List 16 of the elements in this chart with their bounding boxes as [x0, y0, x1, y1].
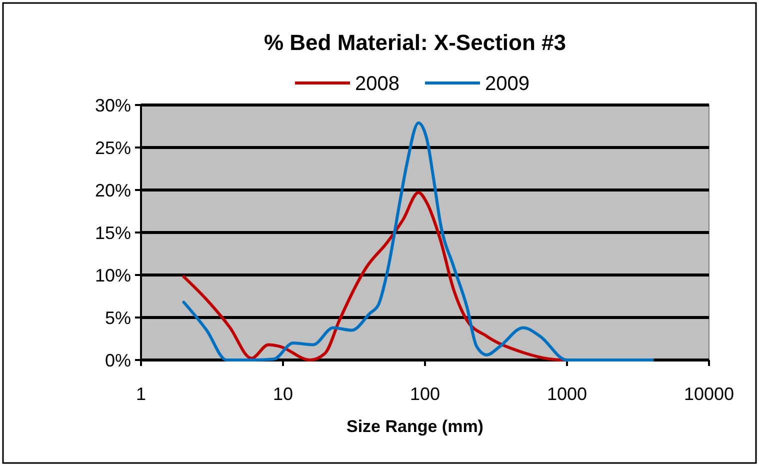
- y-tick-label: 5%: [104, 308, 131, 328]
- x-axis-title: Size Range (mm): [346, 417, 484, 436]
- x-tick-label: 100: [410, 384, 440, 404]
- y-tick-label: 20%: [94, 180, 131, 200]
- y-tick-label: 25%: [94, 138, 131, 158]
- y-tick-label: 10%: [94, 265, 131, 286]
- x-tick-label: 10000: [684, 384, 734, 404]
- x-tick-label: 1000: [546, 384, 588, 404]
- x-tick-label: 10: [272, 384, 294, 404]
- x-tick-label: 1: [136, 384, 146, 404]
- y-tick-label: 30%: [94, 95, 131, 116]
- legend-label: 2009: [485, 73, 530, 95]
- y-tick-label: 15%: [94, 222, 131, 243]
- chart-title: % Bed Material: X-Section #3: [264, 30, 566, 55]
- y-tick-label: 0%: [104, 350, 131, 370]
- legend-label: 2008: [355, 73, 400, 95]
